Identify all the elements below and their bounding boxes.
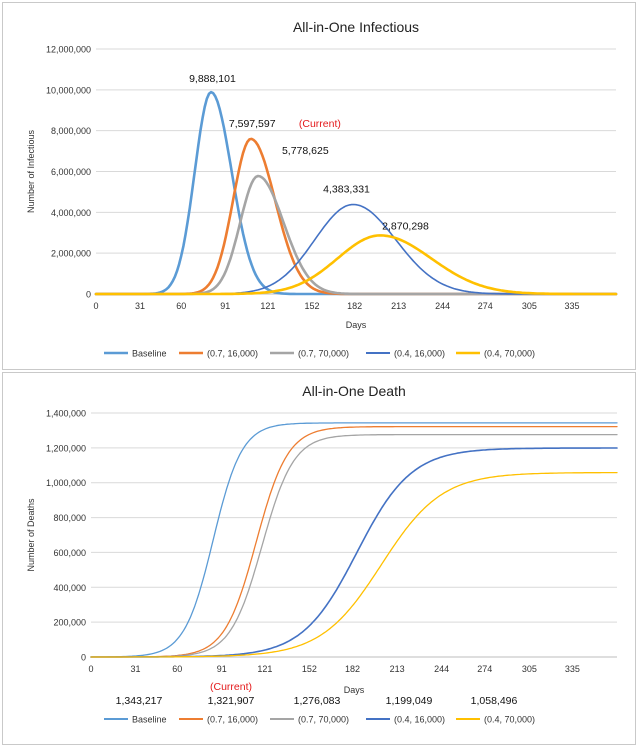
chart-title: All-in-One Death bbox=[302, 383, 406, 399]
y-tick-label: 1,000,000 bbox=[46, 478, 86, 488]
x-tick-label: 152 bbox=[302, 664, 317, 674]
x-tick-label: 244 bbox=[435, 301, 450, 311]
y-tick-label: 600,000 bbox=[53, 548, 86, 558]
x-tick-label: 335 bbox=[565, 664, 580, 674]
x-tick-label: 60 bbox=[172, 664, 182, 674]
infectious-chart-panel: All-in-One Infectious 0 2,000,000 4,000,000… bbox=[2, 2, 636, 370]
y-tick-label: 0 bbox=[81, 653, 86, 663]
infectious-chart: All-in-One Infectious 0 2,000,000 4,000,000… bbox=[26, 19, 618, 359]
legend-item-label: Baseline bbox=[132, 715, 167, 725]
y-tick-label: 1,400,000 bbox=[46, 409, 86, 419]
death-chart-panel: All-in-One Death 0 200,000 400,000 600,000 80… bbox=[2, 372, 636, 745]
y-axis-label: Number of Deaths bbox=[26, 498, 36, 572]
final-data-label: 1,343,217 bbox=[116, 695, 163, 707]
final-data-label: 1,199,049 bbox=[386, 695, 433, 707]
y-tick-label: 8,000,000 bbox=[51, 126, 91, 136]
final-data-label: 1,321,907 bbox=[208, 695, 255, 707]
legend-item-label: (0.4, 70,000) bbox=[484, 349, 535, 359]
death-chart: All-in-One Death 0 200,000 400,000 600,000 80… bbox=[26, 383, 618, 725]
x-tick-label: 91 bbox=[220, 301, 230, 311]
x-tick-label: 335 bbox=[564, 301, 579, 311]
y-tick-label: 400,000 bbox=[53, 583, 86, 593]
x-tick-label: 152 bbox=[304, 301, 319, 311]
series-line bbox=[90, 471, 618, 658]
legend-item-label: (0.4, 16,000) bbox=[394, 715, 445, 725]
final-data-label: 1,276,083 bbox=[294, 695, 341, 707]
series-line bbox=[90, 422, 618, 658]
x-tick-label: 244 bbox=[434, 664, 449, 674]
y-tick-label: 800,000 bbox=[53, 513, 86, 523]
current-note-label: (Current) bbox=[299, 118, 341, 130]
legend-item-label: (0.7, 16,000) bbox=[207, 349, 258, 359]
x-tick-label: 121 bbox=[260, 301, 275, 311]
peak-data-label: 4,383,331 bbox=[323, 184, 370, 196]
y-tick-label: 2,000,000 bbox=[51, 249, 91, 259]
legend-item-label: (0.4, 16,000) bbox=[394, 349, 445, 359]
x-tick-label: 274 bbox=[477, 664, 492, 674]
peak-data-label: 7,597,597 bbox=[229, 118, 276, 130]
y-axis-label: Number of Infectious bbox=[26, 129, 36, 213]
x-tick-label: 182 bbox=[347, 301, 362, 311]
x-axis-label: Days bbox=[346, 320, 367, 330]
y-tick-label: 6,000,000 bbox=[51, 167, 91, 177]
peak-data-label: 2,870,298 bbox=[382, 220, 429, 232]
x-tick-label: 305 bbox=[522, 301, 537, 311]
series-line bbox=[94, 234, 618, 296]
x-tick-label: 274 bbox=[478, 301, 493, 311]
legend-item-label: (0.7, 70,000) bbox=[298, 349, 349, 359]
series-line bbox=[90, 433, 618, 658]
y-tick-label: 10,000,000 bbox=[46, 85, 91, 95]
final-data-label: 1,058,496 bbox=[471, 695, 518, 707]
x-axis-label: Days bbox=[344, 685, 365, 695]
x-tick-label: 91 bbox=[217, 664, 227, 674]
x-tick-label: 305 bbox=[522, 664, 537, 674]
x-tick-label: 0 bbox=[88, 664, 93, 674]
x-tick-label: 0 bbox=[93, 301, 98, 311]
chart-title: All-in-One Infectious bbox=[293, 19, 419, 35]
peak-data-label: 5,778,625 bbox=[282, 145, 329, 157]
x-tick-label: 121 bbox=[257, 664, 272, 674]
y-tick-label: 4,000,000 bbox=[51, 208, 91, 218]
y-tick-label: 1,200,000 bbox=[46, 443, 86, 453]
peak-data-label: 9,888,101 bbox=[189, 73, 236, 85]
x-tick-label: 31 bbox=[131, 664, 141, 674]
legend-item-label: Baseline bbox=[132, 349, 167, 359]
series-line bbox=[94, 137, 618, 296]
x-tick-label: 213 bbox=[391, 301, 406, 311]
current-note-label: (Current) bbox=[210, 681, 252, 693]
legend-item-label: (0.7, 70,000) bbox=[298, 715, 349, 725]
y-tick-label: 0 bbox=[86, 290, 91, 300]
y-tick-label: 12,000,000 bbox=[46, 45, 91, 55]
x-tick-label: 31 bbox=[135, 301, 145, 311]
y-tick-label: 200,000 bbox=[53, 618, 86, 628]
x-tick-label: 182 bbox=[345, 664, 360, 674]
x-tick-label: 213 bbox=[390, 664, 405, 674]
legend-item-label: (0.4, 70,000) bbox=[484, 715, 535, 725]
x-tick-label: 60 bbox=[176, 301, 186, 311]
legend-item-label: (0.7, 16,000) bbox=[207, 715, 258, 725]
